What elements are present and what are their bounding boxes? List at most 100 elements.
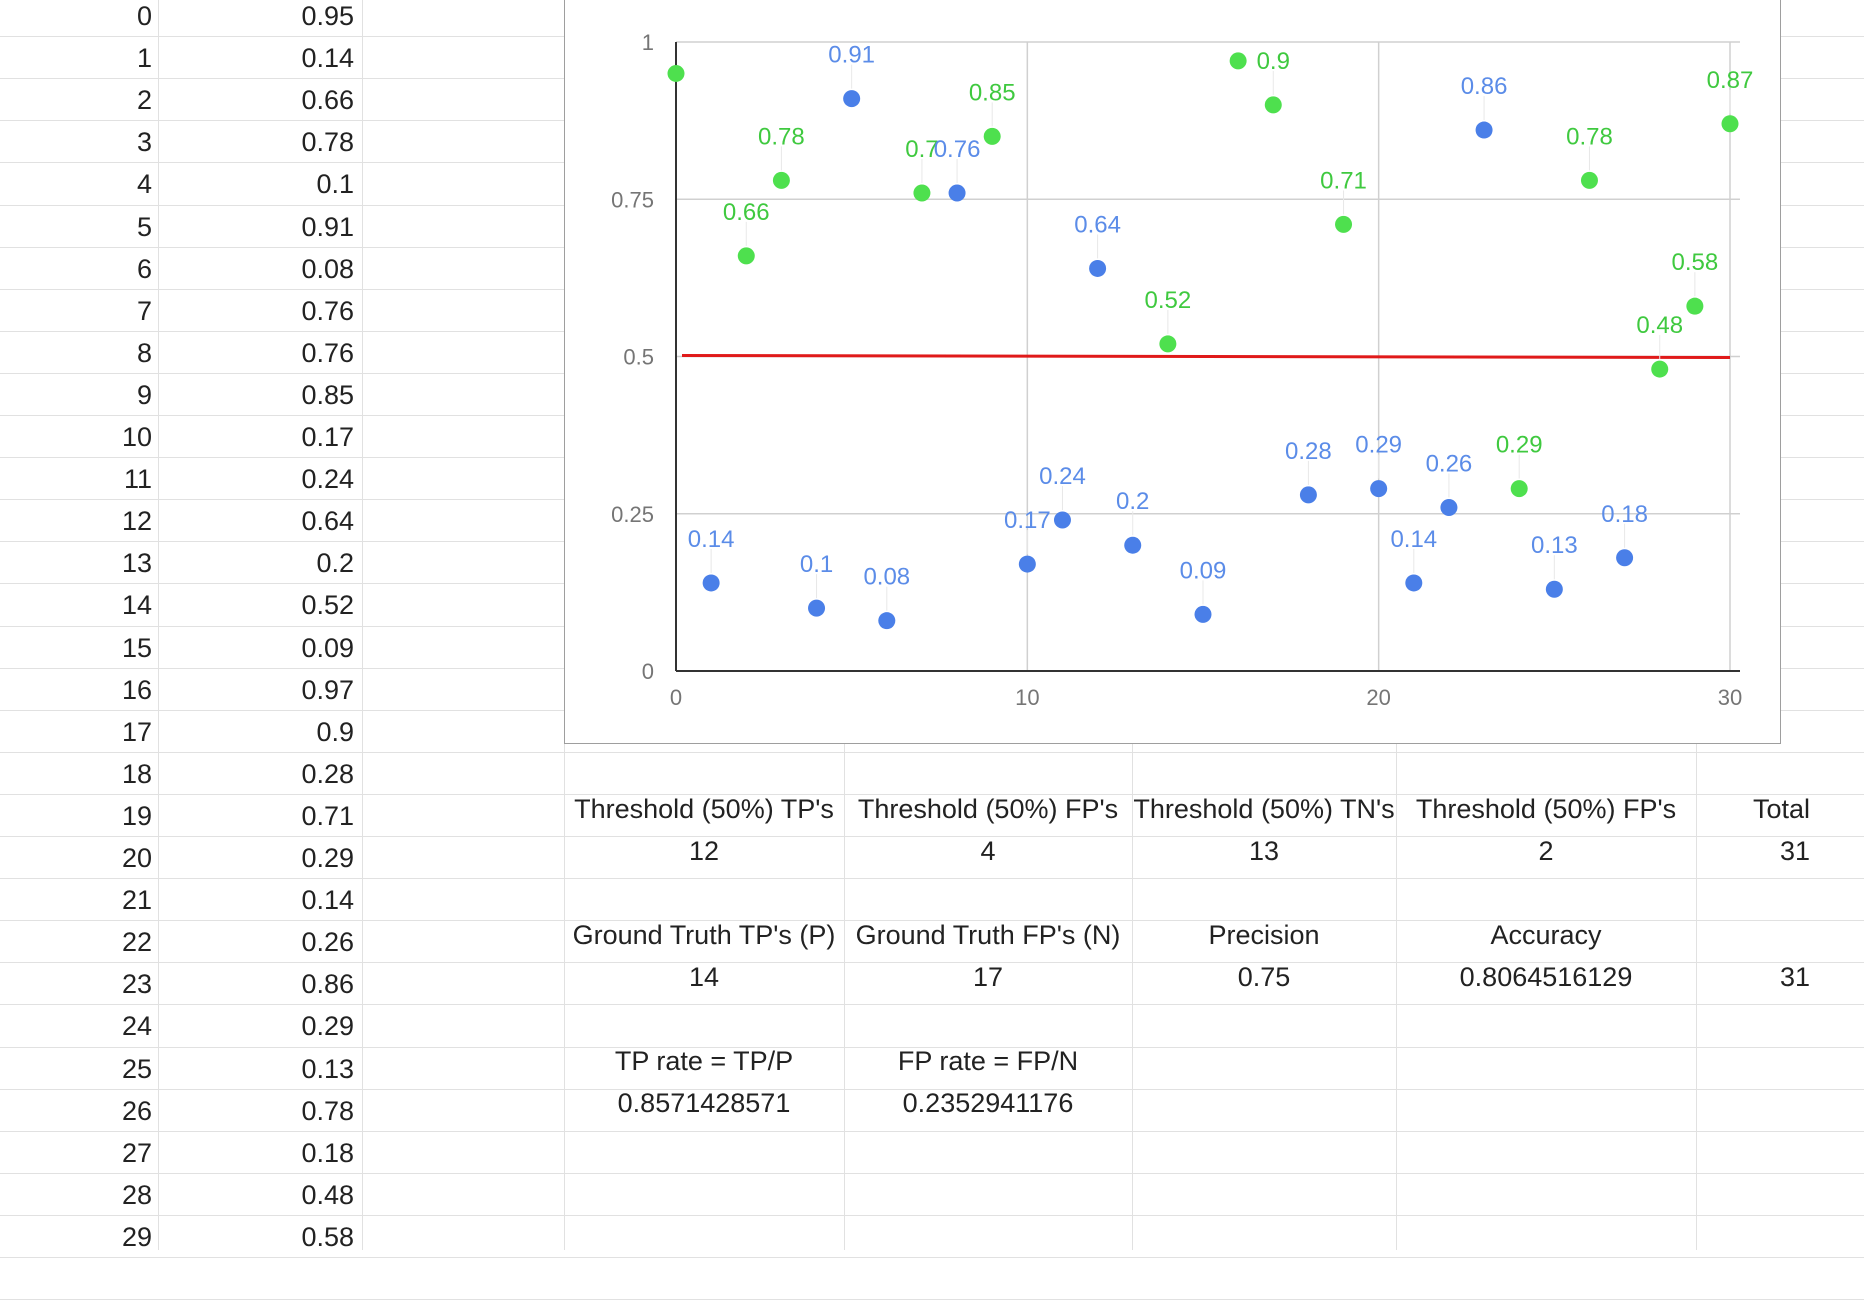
positive-point xyxy=(1159,335,1177,353)
index-cell[interactable]: 13 xyxy=(121,548,152,578)
y-tick-label: 0 xyxy=(642,659,654,684)
index-cell[interactable]: 6 xyxy=(136,254,152,284)
data-label: 0.71 xyxy=(1320,167,1367,194)
index-cell[interactable]: 11 xyxy=(123,464,152,494)
data-label: 0.29 xyxy=(1355,432,1402,459)
negative-point xyxy=(948,184,966,202)
score-cell[interactable]: 0.58 xyxy=(301,1222,354,1252)
index-cell[interactable]: 8 xyxy=(136,338,152,368)
score-cell[interactable]: 0.08 xyxy=(301,254,354,284)
index-cell[interactable]: 26 xyxy=(121,1096,152,1126)
data-label: 0.28 xyxy=(1285,438,1332,465)
fp-rate-value-cell[interactable]: 0.2352941176 xyxy=(902,1088,1074,1118)
fp-value-cell[interactable]: 4 xyxy=(980,836,996,866)
score-cell[interactable]: 0.28 xyxy=(301,759,354,789)
score-cell[interactable]: 0.29 xyxy=(301,1011,354,1041)
score-cell[interactable]: 0.78 xyxy=(301,127,354,157)
score-cell[interactable]: 0.14 xyxy=(301,43,354,73)
data-label: 0.13 xyxy=(1531,532,1578,559)
gt-fp-header-cell[interactable]: Ground Truth FP's (N) xyxy=(855,920,1121,950)
index-cell[interactable]: 0 xyxy=(136,1,152,31)
index-cell[interactable]: 3 xyxy=(136,127,152,157)
gt-fp-value-cell[interactable]: 17 xyxy=(972,962,1004,992)
index-cell[interactable]: 15 xyxy=(121,633,152,663)
gt-tp-header-cell[interactable]: Ground Truth TP's (P) xyxy=(572,920,836,950)
tn-value-cell[interactable]: 13 xyxy=(1248,836,1280,866)
index-cell[interactable]: 10 xyxy=(121,422,152,452)
data-label: 0.52 xyxy=(1145,287,1192,314)
total-header-cell[interactable]: Total xyxy=(1752,794,1810,824)
score-cell[interactable]: 0.26 xyxy=(301,927,354,957)
index-cell[interactable]: 28 xyxy=(121,1180,152,1210)
score-cell[interactable]: 0.13 xyxy=(301,1054,354,1084)
score-cell[interactable]: 0.97 xyxy=(301,675,354,705)
score-cell[interactable]: 0.14 xyxy=(301,885,354,915)
tp-rate-header-cell[interactable]: TP rate = TP/P xyxy=(614,1046,794,1076)
score-cell[interactable]: 0.86 xyxy=(301,969,354,999)
negative-point xyxy=(1545,580,1563,598)
tn-header-cell[interactable]: Threshold (50%) TN's xyxy=(1133,794,1395,824)
index-cell[interactable]: 17 xyxy=(121,717,152,747)
score-cell[interactable]: 0.52 xyxy=(301,590,354,620)
data-label: 0.85 xyxy=(969,79,1016,106)
score-cell[interactable]: 0.18 xyxy=(301,1138,354,1168)
index-cell[interactable]: 18 xyxy=(121,759,152,789)
index-cell[interactable]: 12 xyxy=(121,506,152,536)
index-cell[interactable]: 20 xyxy=(121,843,152,873)
score-cell[interactable]: 0.09 xyxy=(301,633,354,663)
accuracy-header-cell[interactable]: Accuracy xyxy=(1490,920,1602,950)
score-cell[interactable]: 0.95 xyxy=(301,1,354,31)
data-label: 0.64 xyxy=(1074,211,1121,238)
accuracy-value-cell[interactable]: 0.8064516129 xyxy=(1459,962,1633,992)
tp-header-cell[interactable]: Threshold (50%) TP's xyxy=(574,794,834,824)
precision-header-cell[interactable]: Precision xyxy=(1208,920,1320,950)
score-cell[interactable]: 0.2 xyxy=(316,548,354,578)
score-cell[interactable]: 0.91 xyxy=(301,212,354,242)
tp-value-cell[interactable]: 12 xyxy=(688,836,720,866)
positive-point xyxy=(1264,96,1282,114)
score-cell[interactable]: 0.76 xyxy=(301,338,354,368)
index-cell[interactable]: 7 xyxy=(136,296,152,326)
tp-rate-value-cell[interactable]: 0.8571428571 xyxy=(617,1088,791,1118)
score-cell[interactable]: 0.71 xyxy=(301,801,354,831)
score-cell[interactable]: 0.17 xyxy=(301,422,354,452)
total-value-cell[interactable]: 31 xyxy=(1779,836,1810,866)
precision-value-cell[interactable]: 0.75 xyxy=(1237,962,1291,992)
index-cell[interactable]: 9 xyxy=(136,380,152,410)
index-cell[interactable]: 19 xyxy=(121,801,152,831)
index-cell[interactable]: 25 xyxy=(121,1054,152,1084)
index-cell[interactable]: 21 xyxy=(121,885,152,915)
score-cell[interactable]: 0.78 xyxy=(301,1096,354,1126)
score-cell[interactable]: 0.9 xyxy=(316,717,354,747)
index-cell[interactable]: 5 xyxy=(136,212,152,242)
negative-point xyxy=(1124,536,1142,554)
total-value-cell-2[interactable]: 31 xyxy=(1779,962,1810,992)
index-cell[interactable]: 14 xyxy=(121,590,152,620)
score-cell[interactable]: 0.24 xyxy=(301,464,354,494)
fn-value-cell[interactable]: 2 xyxy=(1538,836,1554,866)
index-cell[interactable]: 16 xyxy=(121,675,152,705)
index-cell[interactable]: 22 xyxy=(121,927,152,957)
index-cell[interactable]: 29 xyxy=(121,1222,152,1252)
index-cell[interactable]: 1 xyxy=(136,43,152,73)
index-cell[interactable]: 2 xyxy=(136,85,152,115)
score-cell[interactable]: 0.48 xyxy=(301,1180,354,1210)
score-cell[interactable]: 0.85 xyxy=(301,380,354,410)
score-cell[interactable]: 0.76 xyxy=(301,296,354,326)
y-tick-label: 0.25 xyxy=(611,502,654,527)
scatter-chart[interactable]: 0 0.25 0.5 0.75 1 0 10 20 30 0.66 0.78 0.7 0.85 0.52 0… xyxy=(564,0,1781,744)
gt-tp-value-cell[interactable]: 14 xyxy=(688,962,720,992)
score-cell[interactable]: 0.64 xyxy=(301,506,354,536)
index-cell[interactable]: 24 xyxy=(121,1011,152,1041)
data-label: 0.78 xyxy=(1566,123,1613,150)
fp-rate-header-cell[interactable]: FP rate = FP/N xyxy=(897,1046,1079,1076)
index-cell[interactable]: 23 xyxy=(121,969,152,999)
fn-header-cell[interactable]: Threshold (50%) FP's xyxy=(1415,794,1677,824)
index-cell[interactable]: 4 xyxy=(136,169,152,199)
score-cell[interactable]: 0.29 xyxy=(301,843,354,873)
index-cell[interactable]: 27 xyxy=(121,1138,152,1168)
fp-header-cell[interactable]: Threshold (50%) FP's xyxy=(857,794,1119,824)
score-cell[interactable]: 0.66 xyxy=(301,85,354,115)
row-divider xyxy=(0,1215,1864,1216)
score-cell[interactable]: 0.1 xyxy=(316,169,354,199)
